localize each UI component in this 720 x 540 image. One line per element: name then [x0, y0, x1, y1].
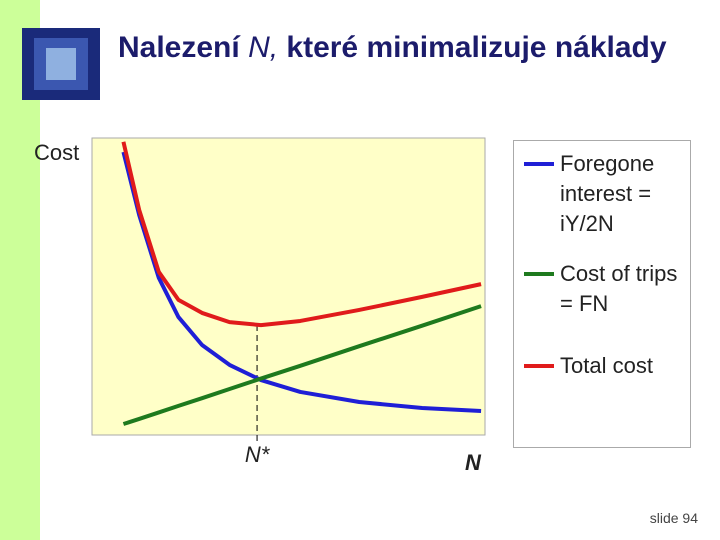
icon	[46, 48, 76, 80]
annotation: N*	[245, 442, 271, 467]
y-axis-label: Cost	[34, 140, 79, 165]
slide-number: slide 94	[649, 510, 698, 526]
series-line	[122, 304, 482, 426]
legend-swatch	[524, 272, 554, 276]
legend-swatch	[524, 364, 554, 368]
legend: Foregone interest = iY/2N Cost of trips =…	[513, 140, 691, 448]
legend-label: Foregone interest = iY/2N	[560, 151, 655, 236]
legend-swatch	[524, 162, 554, 166]
legend-entry: Foregone interest = iY/2N	[524, 149, 692, 239]
legend-entry: Total cost	[524, 351, 692, 381]
legend-label: Cost of trips = FN	[560, 261, 678, 316]
title-part: N,	[248, 31, 279, 64]
slide-title: Nalezení N, které minimalizuje náklady	[118, 28, 678, 68]
title-part: které minimalizuje náklady	[278, 31, 667, 64]
legend-entry: Cost of trips = FN	[524, 259, 692, 319]
legend-label: Total cost	[560, 353, 653, 378]
x-axis-label: N	[465, 450, 482, 475]
plot-area	[91, 137, 486, 436]
title-part: Nalezení	[118, 31, 249, 64]
series-line	[121, 141, 482, 328]
